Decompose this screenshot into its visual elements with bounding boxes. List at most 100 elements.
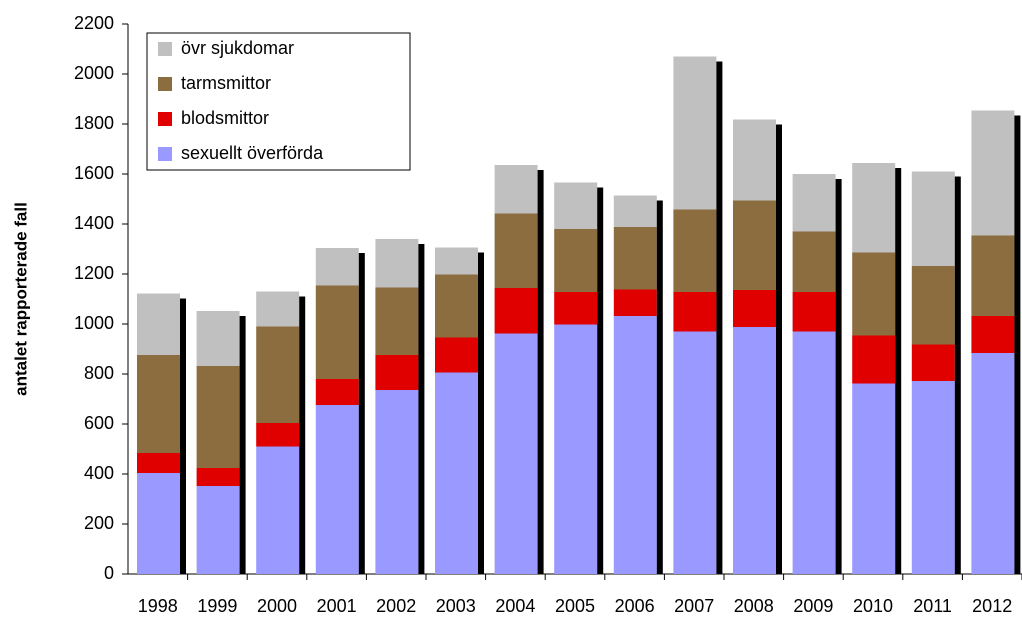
- bar-shadow: [1014, 115, 1021, 574]
- bar-segment: [256, 423, 300, 447]
- legend-label: sexuellt överförda: [181, 143, 324, 163]
- y-tick-label: 1400: [74, 213, 114, 233]
- bar-segment: [554, 229, 598, 292]
- bar-segment: [137, 453, 180, 473]
- bar-segment: [673, 292, 717, 332]
- bar-segment: [315, 285, 359, 379]
- y-tick-label: 400: [84, 463, 114, 483]
- x-tick-label: 2005: [555, 596, 595, 616]
- bar-segment: [196, 311, 240, 366]
- bar-segment: [375, 287, 419, 355]
- x-tick-label: 2012: [972, 596, 1012, 616]
- bar-segment: [554, 182, 598, 229]
- bar-segment: [494, 213, 538, 288]
- bar-segment: [554, 324, 598, 574]
- bar-shadow: [239, 316, 246, 574]
- y-tick-label: 1200: [74, 263, 114, 283]
- bar-segment: [733, 290, 776, 327]
- x-tick-label: 2011: [913, 596, 952, 616]
- bar-segment: [256, 326, 300, 423]
- bar-segment: [375, 390, 419, 574]
- bar-segment: [673, 209, 717, 292]
- x-tick-label: 2003: [436, 596, 476, 616]
- x-tick-label: 2007: [674, 596, 714, 616]
- x-tick-label: 2010: [853, 596, 893, 616]
- x-tick-label: 2006: [615, 596, 655, 616]
- bar-shadow: [895, 168, 902, 574]
- y-tick-label: 2000: [74, 63, 114, 83]
- bar-shadow: [478, 252, 484, 574]
- bar-segment: [613, 316, 657, 574]
- bar-segment: [494, 165, 538, 214]
- bar-shadow: [180, 298, 186, 574]
- bar-segment: [911, 171, 955, 266]
- bar-segment: [613, 195, 657, 227]
- bar-shadow: [537, 170, 544, 574]
- bar-segment: [435, 274, 478, 338]
- legend-swatch: [158, 147, 172, 161]
- bar-segment: [554, 292, 598, 325]
- bar-shadow: [299, 296, 306, 574]
- bar-segment: [256, 291, 300, 327]
- x-tick-label: 1999: [197, 596, 237, 616]
- x-tick-label: 2001: [317, 596, 357, 616]
- bar-segment: [196, 486, 240, 574]
- bar-segment: [673, 331, 717, 574]
- y-tick-label: 0: [104, 563, 114, 583]
- bar-segment: [673, 56, 717, 210]
- bar-segment: [911, 344, 955, 381]
- legend-swatch: [158, 77, 172, 91]
- bar-segment: [494, 333, 538, 574]
- bar-segment: [733, 200, 776, 290]
- bar-segment: [435, 372, 478, 574]
- bar-segment: [196, 366, 240, 468]
- bar-segment: [792, 231, 836, 292]
- y-tick-label: 800: [84, 363, 114, 383]
- bar-segment: [971, 316, 1015, 353]
- bar-segment: [733, 327, 776, 574]
- bar-segment: [494, 288, 538, 334]
- y-tick-label: 1800: [74, 113, 114, 133]
- bar-segment: [256, 446, 300, 574]
- bar-segment: [852, 163, 896, 253]
- bar-segment: [792, 174, 836, 232]
- legend-swatch: [158, 42, 172, 56]
- bar-segment: [852, 383, 896, 574]
- bar-shadow: [656, 200, 663, 574]
- bar-segment: [733, 119, 776, 201]
- bar-segment: [971, 110, 1015, 236]
- bar-segment: [375, 239, 419, 288]
- bar-shadow: [776, 124, 782, 574]
- y-tick-label: 2200: [74, 13, 114, 33]
- bar-segment: [852, 335, 896, 384]
- bar-shadow: [358, 253, 365, 574]
- bar-segment: [315, 248, 359, 286]
- bar-segment: [435, 247, 478, 275]
- x-tick-label: 2009: [793, 596, 833, 616]
- bar-segment: [613, 289, 657, 316]
- legend-label: övr sjukdomar: [181, 38, 294, 58]
- bar-segment: [315, 379, 359, 405]
- bar-segment: [792, 292, 836, 332]
- x-tick-label: 2004: [495, 596, 535, 616]
- bar-segment: [911, 266, 955, 345]
- bar-shadow: [716, 61, 723, 574]
- bar-segment: [852, 252, 896, 336]
- bar-shadow: [835, 179, 842, 574]
- bar-segment: [375, 355, 419, 390]
- y-tick-label: 1600: [74, 163, 114, 183]
- legend-swatch: [158, 112, 172, 126]
- bar-segment: [435, 337, 478, 373]
- y-axis-label: antalet rapporterade fall: [11, 202, 30, 396]
- bar-segment: [137, 473, 180, 574]
- legend-label: blodsmittor: [181, 108, 269, 128]
- x-tick-label: 2000: [257, 596, 297, 616]
- bar-segment: [315, 405, 359, 574]
- x-tick-label: 1998: [138, 596, 178, 616]
- y-tick-label: 200: [84, 513, 114, 533]
- bar-segment: [911, 381, 955, 574]
- x-tick-label: 2002: [376, 596, 416, 616]
- bar-segment: [137, 355, 180, 453]
- bar-segment: [792, 331, 836, 574]
